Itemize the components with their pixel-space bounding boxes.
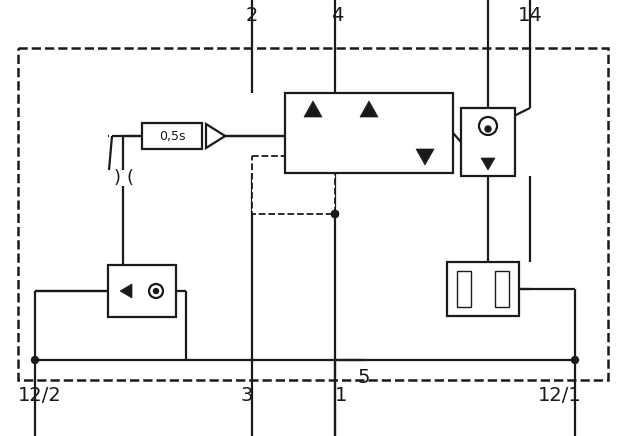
Bar — [447, 262, 519, 316]
Circle shape — [571, 357, 579, 364]
Text: ): ) — [114, 169, 121, 187]
Polygon shape — [120, 284, 132, 298]
Circle shape — [479, 117, 497, 135]
Circle shape — [149, 284, 163, 298]
Polygon shape — [416, 149, 434, 165]
Bar — [461, 108, 515, 176]
Text: 1: 1 — [335, 386, 348, 405]
Bar — [457, 271, 471, 307]
Polygon shape — [360, 101, 378, 117]
Text: 2: 2 — [246, 6, 258, 25]
Text: 3: 3 — [241, 386, 253, 405]
Text: (: ( — [126, 169, 134, 187]
Text: 5: 5 — [357, 368, 370, 387]
Circle shape — [485, 126, 491, 132]
Polygon shape — [206, 124, 225, 148]
Circle shape — [331, 211, 339, 218]
Bar — [142, 123, 202, 149]
Text: 4: 4 — [331, 6, 343, 25]
Text: 12/2: 12/2 — [18, 386, 62, 405]
Circle shape — [331, 211, 339, 218]
Text: 0,5s: 0,5s — [159, 129, 185, 143]
Text: 12/1: 12/1 — [538, 386, 582, 405]
Bar — [252, 156, 335, 214]
Text: 14: 14 — [518, 6, 542, 25]
Bar — [285, 93, 453, 173]
Bar — [18, 48, 608, 380]
Bar — [495, 271, 509, 307]
Circle shape — [154, 289, 159, 293]
Circle shape — [31, 357, 39, 364]
Polygon shape — [304, 101, 322, 117]
Bar — [108, 265, 176, 317]
Polygon shape — [481, 158, 495, 170]
